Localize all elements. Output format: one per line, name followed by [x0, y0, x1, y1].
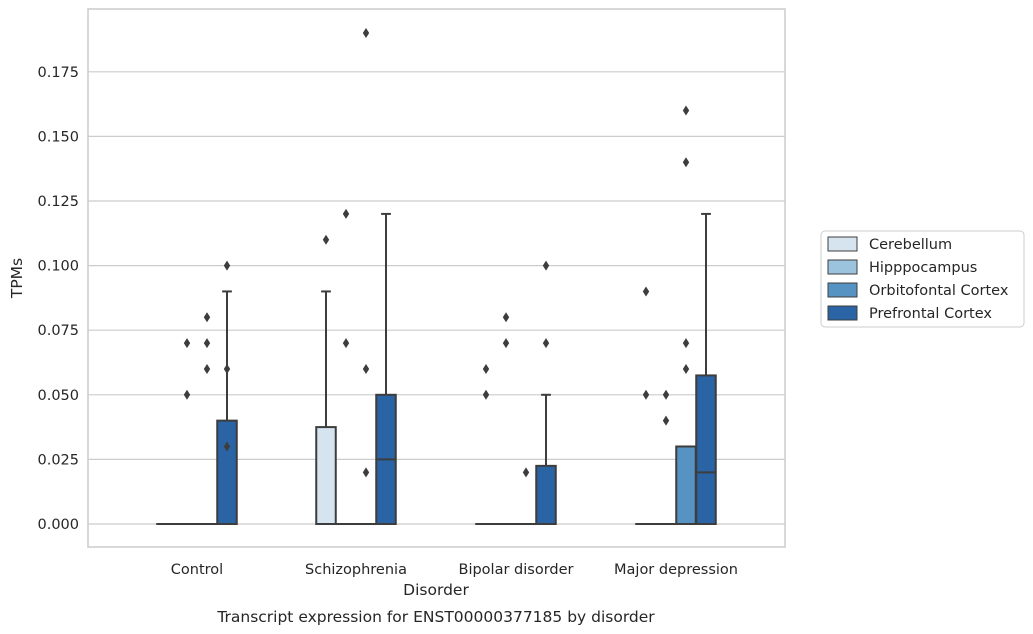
outlier-point: [203, 338, 211, 349]
y-tick-label: 0.000: [37, 517, 79, 533]
legend-swatch: [827, 282, 858, 298]
box-1-0: [176, 338, 198, 526]
outlier-point: [662, 389, 670, 400]
outlier-point: [223, 363, 231, 374]
gridlines: [88, 71, 785, 525]
legend: Cerebellum Hipppocampus Orbitofontal Corte…: [820, 230, 1025, 328]
x-tick-label: Bipolar disorder: [459, 562, 574, 578]
y-tick-label: 0.075: [37, 323, 79, 339]
box-3-0: [216, 260, 238, 526]
box-layer: [156, 28, 717, 526]
outlier-point: [183, 389, 191, 400]
y-tick-label: 0.050: [37, 388, 79, 404]
y-tick-label: 0.150: [37, 129, 79, 145]
plot-frame: [87, 8, 786, 548]
box-body: [315, 426, 337, 526]
outlier-point: [662, 415, 670, 426]
legend-label: Hipppocampus: [869, 260, 977, 276]
x-tick-label: Schizophrenia: [305, 562, 407, 578]
box-1-2: [495, 312, 517, 526]
box-1-1: [335, 208, 357, 526]
y-tick-label: 0.025: [37, 452, 79, 468]
x-tick-label: Major depression: [614, 562, 738, 578]
outlier-point: [682, 157, 690, 168]
box-0-2: [475, 363, 497, 526]
outlier-point: [542, 260, 550, 271]
x-axis-title: Disorder: [403, 581, 469, 599]
outlier-point: [482, 363, 490, 374]
legend-label: Cerebellum: [869, 237, 952, 253]
legend-swatch: [827, 305, 858, 321]
y-tick-label: 0.175: [37, 65, 79, 81]
legend-swatch: [827, 259, 858, 275]
legend-label: Prefrontal Cortex: [869, 306, 992, 322]
outlier-point: [362, 467, 370, 478]
outlier-point: [522, 467, 530, 478]
y-axis-title: TPMs: [8, 258, 26, 299]
outlier-point: [542, 338, 550, 349]
box-body: [695, 374, 717, 526]
outlier-point: [682, 338, 690, 349]
outlier-point: [502, 312, 510, 323]
outlier-point: [502, 338, 510, 349]
box-2-3: [675, 105, 697, 526]
box-0-1: [315, 234, 337, 526]
outlier-point: [342, 338, 350, 349]
outlier-point: [642, 389, 650, 400]
outlier-point: [203, 312, 211, 323]
outlier-point: [362, 363, 370, 374]
y-tick-label: 0.100: [37, 259, 79, 275]
axes: 0.000 0.025 0.050 0.075 0.100 0.125 0.150 0.175…: [37, 65, 738, 578]
legend-swatch: [827, 236, 858, 252]
box-0-3: [635, 286, 657, 526]
x-tick-label: Control: [171, 562, 223, 578]
box-body: [675, 445, 697, 526]
outlier-point: [682, 363, 690, 374]
outlier-point: [482, 389, 490, 400]
box-3-1: [375, 212, 397, 525]
box-3-3: [695, 212, 717, 526]
outlier-point: [223, 441, 231, 452]
outlier-point: [223, 260, 231, 271]
box-3-2: [535, 260, 557, 525]
box-2-0: [196, 312, 218, 526]
outlier-point: [322, 234, 330, 245]
outlier-point: [342, 208, 350, 219]
outlier-point: [362, 28, 370, 39]
legend-frame: [820, 230, 1025, 328]
outlier-point: [183, 338, 191, 349]
box-body: [535, 464, 557, 525]
outlier-point: [203, 363, 211, 374]
y-tick-label: 0.125: [37, 194, 79, 210]
outlier-point: [642, 286, 650, 297]
box-1-3: [655, 389, 677, 526]
legend-label: Orbitofontal Cortex: [869, 283, 1009, 299]
box-2-2: [515, 467, 537, 526]
outlier-point: [682, 105, 690, 116]
chart-caption: Transcript expression for ENST0000037718…: [216, 608, 655, 626]
box-2-1: [355, 28, 377, 526]
box-body: [216, 419, 238, 526]
